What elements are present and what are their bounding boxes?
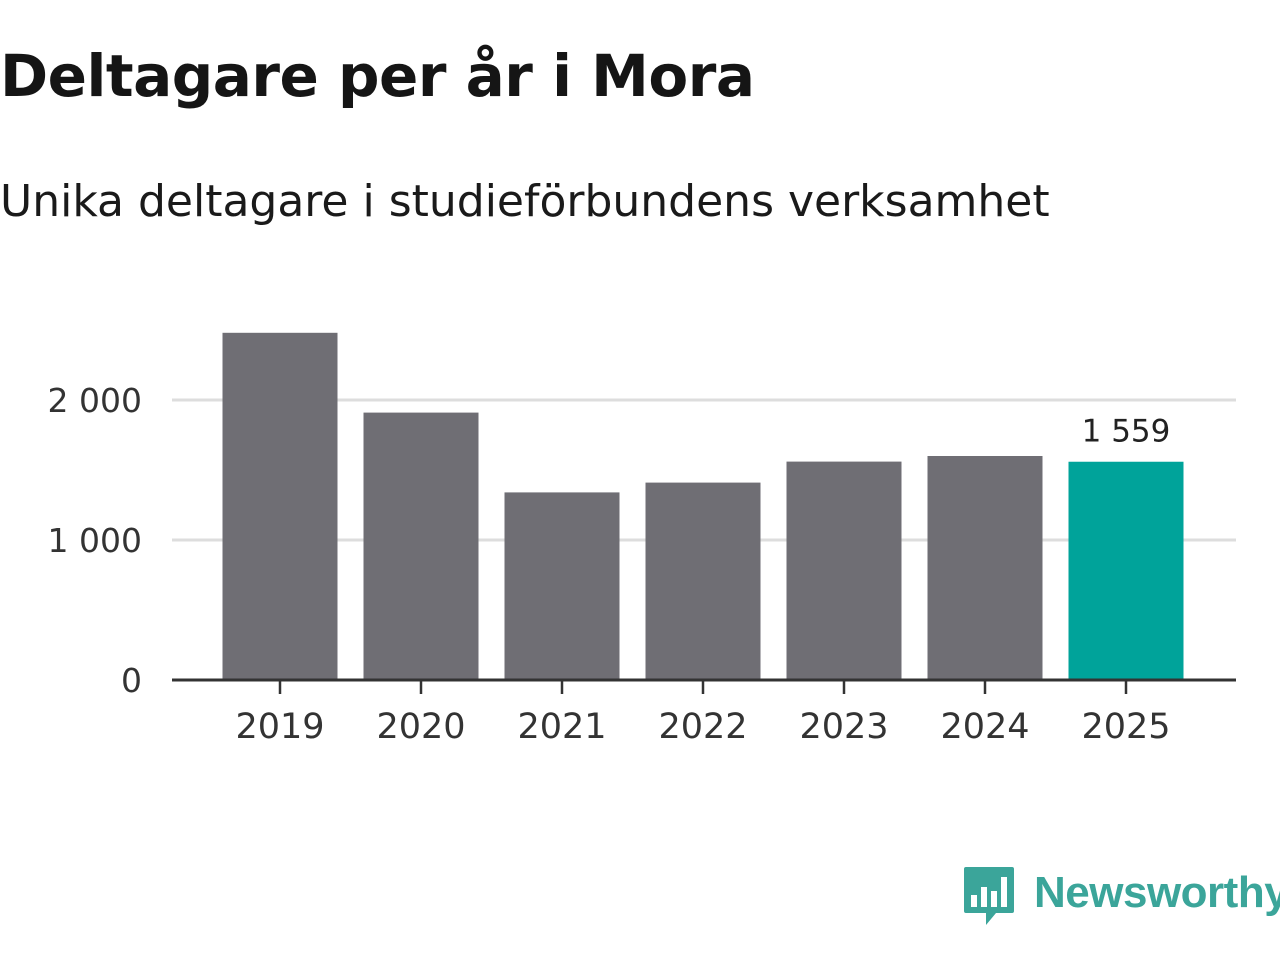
x-tick-label: 2024 [940,707,1029,747]
bar-2024 [927,456,1043,680]
y-tick-label: 0 [121,661,142,700]
x-tick-label: 2021 [517,707,606,747]
x-tick-label: 2022 [658,707,747,747]
bar-2022 [645,482,761,680]
x-tick-label: 2019 [235,707,324,747]
bar-2019 [222,332,338,680]
y-tick-label: 2 000 [48,381,142,420]
bar-chart-speech-bubble-icon [964,867,1014,925]
bar-2021 [504,492,620,680]
bar-2023 [786,461,902,680]
data-label: 1 559 [1082,414,1171,450]
chart-title: Deltagare per år i Mora [0,42,755,110]
x-tick-label: 2023 [799,707,888,747]
chart-subtitle: Unika deltagare i studieförbundens verks… [0,176,1050,227]
brand-name: Newsworthy [1034,868,1280,917]
newsworthy-logo: Newsworthy [962,862,1280,932]
y-tick-label: 1 000 [48,521,142,560]
bar-2020 [363,412,479,680]
bar-2025 [1068,461,1184,680]
x-tick-label: 2020 [376,707,465,747]
x-tick-label: 2025 [1081,707,1170,747]
